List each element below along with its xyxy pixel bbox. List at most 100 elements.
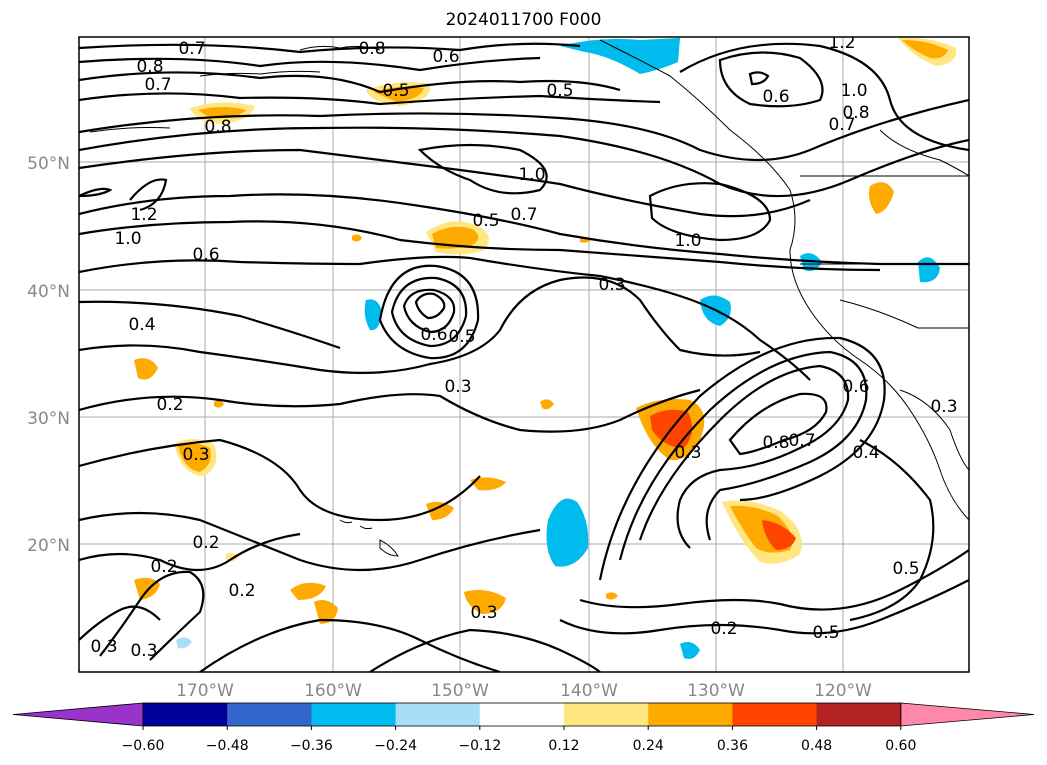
- anomaly-patch-orange: [606, 592, 618, 600]
- contour-label: 0.7: [510, 205, 537, 225]
- lon-label: 120°W: [814, 681, 872, 701]
- contour-line: [849, 439, 935, 622]
- contour-line: [79, 148, 811, 218]
- contour-line: [79, 56, 541, 72]
- colorbar-bin: [227, 703, 312, 726]
- aleutian-chain: [199, 70, 321, 77]
- map-background: [79, 37, 969, 672]
- contour-label: 0.2: [156, 395, 183, 415]
- anomaly-patch-red: [762, 520, 796, 550]
- anomaly-patch-blue: [364, 299, 382, 331]
- contour-line: [79, 92, 661, 106]
- contour-label: 0.3: [130, 641, 157, 661]
- colorbar-tick-label: 0.12: [548, 738, 579, 754]
- lon-label: 150°W: [431, 681, 489, 701]
- contour-label: 0.3: [444, 377, 471, 397]
- contour-label: 0.3: [674, 443, 701, 463]
- map-frame: [78, 36, 970, 673]
- contour-label: 0.6: [842, 377, 869, 397]
- coastlines: [89, 39, 969, 557]
- contour-line: [369, 628, 601, 672]
- contour-line: [79, 388, 701, 433]
- contour-label: 0.3: [90, 637, 117, 657]
- colorbar-bin: [648, 703, 733, 726]
- colorbar-bin: [311, 703, 397, 726]
- contour-label: 0.8: [842, 103, 869, 123]
- anomaly-patch-orange: [214, 400, 224, 408]
- border-line: [839, 299, 969, 329]
- colorbar-bin: [732, 703, 818, 726]
- contour-label: 0.5: [812, 623, 839, 643]
- graticule: [79, 37, 969, 672]
- contour-line: [79, 532, 301, 571]
- contour-label: 0.2: [228, 581, 255, 601]
- contour-label: 0.6: [420, 325, 447, 345]
- anomaly-patch-blue: [546, 498, 589, 567]
- contour-label: 0.3: [930, 397, 957, 417]
- contour-line: [199, 618, 501, 672]
- contour-line: [79, 187, 113, 198]
- hawaii-island: [339, 519, 353, 524]
- contour-line: [579, 549, 969, 611]
- anomaly-patch-orange: [902, 40, 948, 59]
- contour-line: [79, 276, 761, 375]
- contour-label: 0.4: [128, 315, 155, 335]
- aleutian-chain: [89, 127, 171, 133]
- lon-label: 140°W: [560, 681, 618, 701]
- contour-line: [402, 288, 456, 334]
- anomaly-patch-orange: [432, 226, 479, 249]
- lat-label: 20°N: [27, 536, 70, 556]
- contour-line: [559, 579, 969, 635]
- contour-line: [79, 605, 161, 641]
- contour-line: [378, 264, 480, 360]
- baja-coast: [899, 389, 969, 471]
- contour-label: 0.7: [828, 115, 855, 135]
- contour-line: [99, 570, 205, 661]
- contour-label: 0.5: [546, 81, 573, 101]
- lat-label: 40°N: [27, 282, 70, 302]
- colorbar-bin: [816, 703, 902, 726]
- anomaly-patch-orange: [868, 182, 894, 214]
- contour-line: [414, 292, 446, 320]
- contour-label: 0.6: [432, 47, 459, 67]
- contour-label: 0.7: [178, 39, 205, 59]
- contour-line: [79, 98, 969, 162]
- contour-label: 0.2: [710, 619, 737, 639]
- contour-label: 0.5: [382, 81, 409, 101]
- anomaly-patch-orange: [352, 234, 362, 242]
- contour-label: 0.8: [204, 117, 231, 137]
- contour-label: 0.5: [892, 559, 919, 579]
- colorbar-bin: [479, 703, 565, 726]
- colorbar-tick-label: −0.48: [206, 738, 249, 754]
- colorbar-tick-label: 0.24: [633, 738, 664, 754]
- anomaly-patch-blue: [680, 642, 700, 659]
- colorbar-extend-max: [900, 702, 1035, 727]
- contour-label: 0.6: [192, 245, 219, 265]
- colorbar-tick-label: 0.36: [717, 738, 748, 754]
- contour-label: 0.5: [472, 211, 499, 231]
- anomaly-patch-orange: [540, 399, 554, 410]
- contour-label: 1.2: [130, 205, 157, 225]
- colorbar-tick-label: −0.60: [122, 738, 165, 754]
- contour-label: 0.2: [150, 557, 177, 577]
- lat-label: 30°N: [27, 409, 70, 429]
- contour-line: [79, 126, 969, 198]
- contour-line: [748, 71, 770, 86]
- longitude-labels: 170°W 160°W 150°W 140°W 130°W 120°W: [176, 681, 872, 701]
- contour-label: 1.2: [828, 33, 855, 53]
- contour-label: 0.3: [182, 445, 209, 465]
- lon-label: 160°W: [304, 681, 362, 701]
- contour-label: 0.7: [144, 75, 171, 95]
- contour-line: [79, 255, 811, 381]
- anomaly-patch-orange: [134, 358, 158, 380]
- coastline-north-america: [599, 39, 969, 521]
- contour-line: [79, 220, 881, 272]
- map-title: 2024011700 F000: [445, 10, 602, 30]
- contour-label: 0.8: [358, 39, 385, 59]
- contour-label: 1.0: [840, 81, 867, 101]
- hawaii-island: [359, 525, 373, 530]
- contour-label: 0.2: [192, 533, 219, 553]
- contour-label: 0.5: [448, 327, 475, 347]
- anomaly-patch-orange: [178, 443, 211, 472]
